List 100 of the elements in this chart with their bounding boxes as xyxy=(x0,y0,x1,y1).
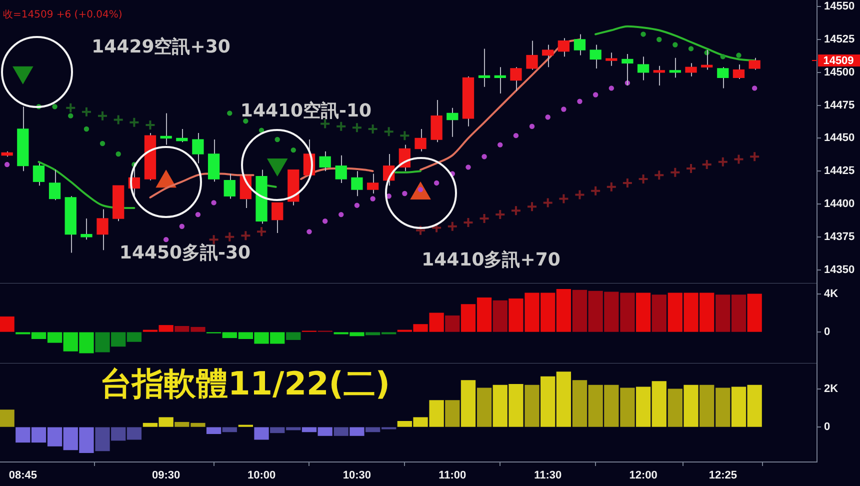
point xyxy=(462,216,474,228)
point xyxy=(354,202,360,208)
x-tick-label: 10:30 xyxy=(342,470,372,482)
candlestick xyxy=(590,44,602,69)
candlestick xyxy=(366,173,379,194)
point xyxy=(144,120,156,131)
point xyxy=(367,123,378,134)
point xyxy=(701,159,712,170)
point xyxy=(494,209,506,220)
annotation: 14429空訊+30 xyxy=(92,36,230,58)
point xyxy=(608,86,614,91)
point xyxy=(542,197,554,208)
y-tick-label: 14475 xyxy=(824,99,855,112)
bar xyxy=(254,427,269,440)
y-tick-label: 14400 xyxy=(824,198,855,210)
y-tick-label: 14425 xyxy=(824,165,855,178)
candlestick xyxy=(574,34,586,56)
y-tick-label: 4K xyxy=(824,288,838,300)
candlestick xyxy=(48,169,61,201)
bar xyxy=(334,427,348,436)
bar xyxy=(445,400,460,427)
point xyxy=(306,229,312,234)
point xyxy=(577,98,582,104)
point xyxy=(638,174,649,185)
point xyxy=(402,190,408,196)
point xyxy=(656,36,662,42)
candlestick xyxy=(526,40,538,70)
point xyxy=(243,118,248,124)
point xyxy=(654,170,665,181)
point xyxy=(383,126,394,138)
point xyxy=(752,86,758,91)
bar xyxy=(476,388,492,427)
point xyxy=(195,212,201,218)
candlestick xyxy=(558,38,570,58)
y-tick-label: 14350 xyxy=(824,264,855,276)
bar xyxy=(445,316,460,332)
point xyxy=(211,200,216,206)
point xyxy=(336,120,347,132)
bar xyxy=(492,300,508,332)
x-tick-label: 11:00 xyxy=(438,470,466,482)
point xyxy=(606,181,617,192)
point xyxy=(733,154,744,165)
y-tick-label: 14375 xyxy=(824,230,855,243)
point xyxy=(574,189,586,200)
point xyxy=(670,166,681,178)
point xyxy=(100,140,106,146)
candlestick xyxy=(669,57,681,78)
candlestick xyxy=(494,66,506,94)
point xyxy=(240,230,252,242)
point xyxy=(720,54,726,60)
point xyxy=(97,110,108,122)
point xyxy=(399,130,410,142)
point xyxy=(128,116,140,128)
bar xyxy=(0,316,14,332)
point xyxy=(545,114,550,120)
point xyxy=(351,122,362,134)
point xyxy=(561,106,566,112)
candlestick xyxy=(351,170,363,197)
x-tick-label: 12:25 xyxy=(708,470,737,482)
text: 收=14509 +6 (+0.04%) xyxy=(3,10,122,21)
x-tick-label: 10:00 xyxy=(247,470,276,482)
candlestick xyxy=(96,208,108,251)
point xyxy=(274,136,280,142)
y-tick-label: 0 xyxy=(824,326,830,338)
point xyxy=(482,154,487,160)
point xyxy=(688,46,694,52)
point xyxy=(256,226,268,238)
point xyxy=(640,32,646,37)
point xyxy=(558,193,570,204)
candlestick xyxy=(335,154,347,184)
bar xyxy=(636,292,651,332)
candlestick xyxy=(160,112,172,146)
point xyxy=(498,142,503,148)
point xyxy=(686,162,697,174)
point xyxy=(526,201,538,212)
bar xyxy=(684,384,698,427)
bar xyxy=(652,294,666,332)
x-tick-label: 11:30 xyxy=(534,470,562,482)
candlestick xyxy=(732,64,745,80)
candlestick xyxy=(478,48,490,88)
candlestick xyxy=(510,66,522,92)
bar xyxy=(460,380,476,427)
bar xyxy=(206,427,222,434)
point xyxy=(68,113,74,118)
y-tick-label: 14525 xyxy=(824,34,855,46)
point xyxy=(65,102,76,114)
y-tick-label: 2K xyxy=(824,383,838,396)
point xyxy=(163,236,169,242)
candlestick xyxy=(192,132,204,164)
point xyxy=(513,132,519,138)
text: 14509 xyxy=(823,55,854,68)
point xyxy=(52,104,58,110)
point xyxy=(84,126,90,132)
candlestick xyxy=(606,52,618,66)
point xyxy=(431,222,442,234)
point xyxy=(415,224,426,236)
point xyxy=(749,151,760,162)
bar xyxy=(222,427,237,432)
point xyxy=(227,110,232,116)
y-tick-label: 14450 xyxy=(824,132,855,144)
